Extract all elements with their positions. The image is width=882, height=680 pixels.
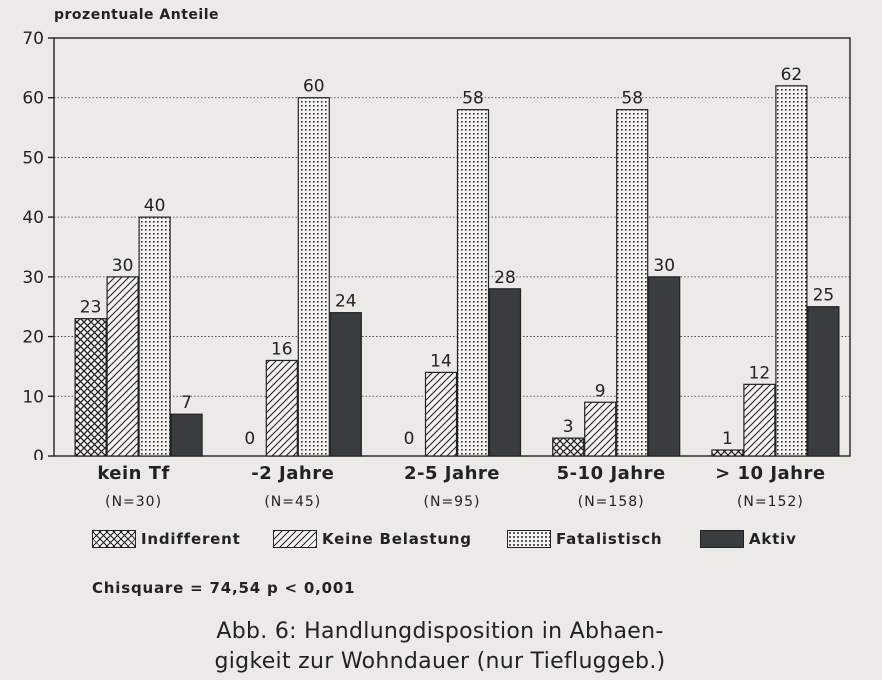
bar — [170, 413, 203, 457]
bar — [775, 85, 808, 457]
data-label: 58 — [621, 89, 643, 109]
data-label: 14 — [430, 351, 452, 371]
legend-item-keine-belastung: Keine Belastung — [273, 528, 472, 550]
x-category-n: (N=152) — [736, 494, 804, 510]
x-category-label: 2-5 Jahre — [403, 463, 501, 484]
data-label: 9 — [595, 381, 606, 401]
y-tick-label: 30 — [22, 268, 44, 288]
x-category-label: kein Tf — [97, 463, 170, 484]
data-label: 30 — [653, 256, 675, 276]
y-tick-label: 50 — [22, 148, 44, 168]
caption-line-2: gigkeit zur Wohndauer (nur Tiefluggeb.) — [214, 649, 666, 674]
bar — [584, 401, 617, 457]
legend-label: Keine Belastung — [322, 530, 472, 548]
bar — [424, 371, 458, 457]
data-label: 0 — [404, 429, 415, 449]
y-tick-label: 40 — [22, 208, 44, 228]
y-tick-label: 20 — [22, 328, 44, 348]
legend-swatch-solid — [700, 530, 744, 548]
data-label: 23 — [80, 298, 102, 318]
bar — [711, 449, 744, 457]
bar — [648, 276, 681, 457]
bar — [552, 437, 585, 457]
caption-line-1: Abb. 6: Handlungdisposition in Abhaen- — [216, 619, 664, 644]
legend-swatch-dotted — [507, 530, 551, 548]
bar — [329, 312, 362, 457]
y-tick-label: 10 — [22, 387, 44, 407]
legend-swatch-diagonal — [273, 530, 317, 548]
data-label: 25 — [813, 286, 835, 306]
legend-item-indifferent: Indifferent — [92, 528, 241, 550]
legend-label: Fatalistisch — [556, 530, 663, 548]
x-category-n: (N=158) — [577, 494, 645, 510]
chisquare-annotation: Chisquare = 74,54 p < 0,001 — [92, 579, 356, 597]
legend-label: Aktiv — [749, 530, 797, 548]
bar — [616, 109, 649, 457]
bar — [106, 276, 139, 457]
data-label: 24 — [335, 292, 357, 312]
y-tick-label: 60 — [22, 89, 44, 109]
legend-label: Indifferent — [141, 530, 241, 548]
bars — [74, 85, 840, 457]
data-label: 0 — [244, 429, 255, 449]
bar — [297, 97, 330, 457]
x-category-n: (N=45) — [264, 494, 322, 510]
legend-swatch-crosshatch — [92, 530, 136, 548]
data-label: 16 — [271, 339, 293, 359]
data-label: 40 — [144, 196, 166, 216]
y-tick-label: 0 — [33, 447, 44, 460]
data-label: 12 — [749, 363, 771, 383]
data-label: 7 — [181, 393, 192, 413]
data-label: 58 — [462, 89, 484, 109]
grid-lines — [54, 97, 850, 397]
y-tick-label: 70 — [22, 29, 44, 49]
legend-item-fatalistisch: Fatalistisch — [507, 528, 662, 550]
x-category-label: > 10 Jahre — [715, 463, 826, 484]
x-category-label: -2 Jahre — [251, 463, 335, 484]
bar — [74, 318, 107, 457]
bar — [488, 288, 522, 457]
data-label: 1 — [722, 429, 733, 449]
data-label: 28 — [494, 268, 516, 288]
data-label: 62 — [781, 65, 803, 85]
x-category-label: 5-10 Jahre — [556, 463, 666, 484]
data-labels: 23 30 40 7 0 16 60 24 0 14 58 28 3 9 58 30 1 12 62 25 — [80, 65, 834, 449]
bar — [456, 109, 490, 457]
data-label: 3 — [563, 417, 574, 437]
figure-caption: Abb. 6: Handlungdisposition in Abhaen- g… — [120, 617, 760, 677]
legend-item-aktiv: Aktiv — [700, 528, 797, 550]
data-label: 30 — [112, 256, 134, 276]
bar — [807, 306, 840, 457]
bar — [138, 216, 171, 457]
x-category-n: (N=95) — [423, 494, 481, 510]
y-axis-label: prozentuale Anteile — [54, 7, 220, 23]
x-category-n: (N=30) — [105, 494, 163, 510]
data-label: 60 — [303, 77, 325, 97]
bar — [743, 383, 776, 457]
bar — [265, 359, 298, 457]
